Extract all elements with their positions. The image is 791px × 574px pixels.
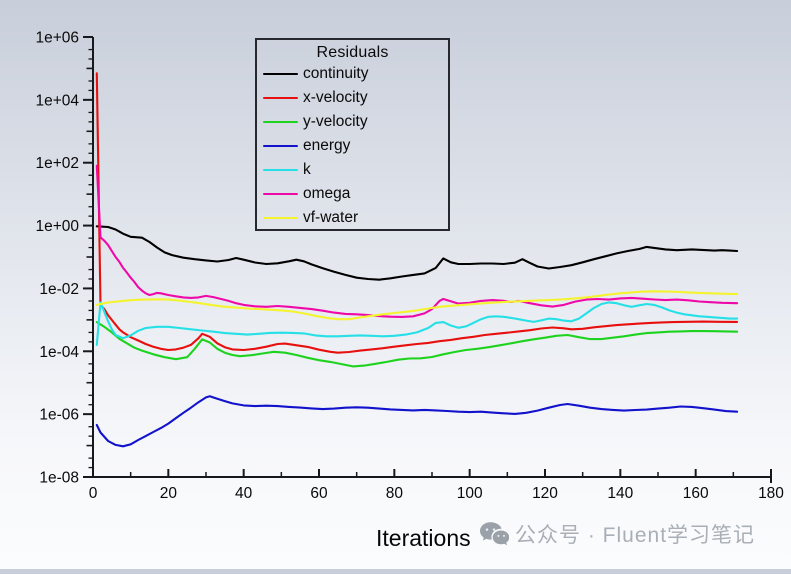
x-tick-label: 120 (532, 485, 558, 502)
x-tick-label: 100 (457, 485, 483, 502)
x-tick-label: 60 (310, 485, 328, 502)
legend-line-swatch (263, 192, 298, 196)
series-energy (95, 395, 739, 448)
x-tick-label: 180 (758, 485, 784, 502)
series-vf-water (95, 290, 739, 321)
legend-entry-continuity: continuity (257, 62, 448, 86)
watermark: 公众号 · Fluent学习笔记 (479, 519, 755, 549)
legend-entries: continuity x-velocity y-velocity energy k ome… (257, 62, 448, 230)
legend-box: Residuals continuity x-velocity y-velocity… (255, 38, 450, 231)
x-tick-label: 0 (89, 485, 98, 502)
y-tick-label: 1e-08 (39, 470, 79, 487)
x-tick-label: 40 (235, 485, 253, 502)
legend-label: x-velocity (303, 89, 368, 107)
legend-label: k (303, 161, 311, 179)
legend-label: energy (303, 137, 351, 155)
y-tick-label: 1e+00 (35, 218, 79, 235)
legend-label: y-velocity (303, 113, 368, 131)
legend-label: omega (303, 185, 351, 203)
legend-title: Residuals (316, 44, 389, 61)
y-tick-label: 1e+02 (35, 155, 79, 172)
legend-line-swatch (263, 72, 298, 76)
x-tick-label: 20 (160, 485, 178, 502)
series-y-velocity (95, 321, 739, 368)
legend-entry-y-velocity: y-velocity (257, 110, 448, 134)
legend-line-swatch (263, 120, 298, 124)
y-tick-label: 1e+04 (35, 92, 79, 109)
legend-label: continuity (303, 65, 369, 83)
x-tick-label: 140 (607, 485, 633, 502)
series-x-velocity (95, 72, 739, 354)
legend-entry-k: k (257, 158, 448, 182)
series-continuity (95, 225, 739, 281)
x-tick-label: 80 (386, 485, 404, 502)
y-tick-label: 1e+06 (35, 30, 79, 47)
legend-line-swatch (263, 144, 298, 148)
legend-label: vf-water (303, 209, 359, 227)
watermark-text: 公众号 · Fluent学习笔记 (515, 524, 756, 547)
y-tick-label: 1e-06 (39, 407, 79, 424)
legend-line-swatch (263, 96, 298, 100)
legend-line-swatch (263, 216, 298, 220)
series-omega (95, 164, 739, 318)
legend-line-swatch (263, 168, 298, 172)
legend-entry-omega: omega (257, 182, 448, 206)
y-tick-label: 1e-04 (39, 344, 79, 361)
x-tick-label: 160 (683, 485, 709, 502)
legend-entry-x-velocity: x-velocity (257, 86, 448, 110)
series-k (95, 301, 739, 346)
legend-entry-energy: energy (257, 134, 448, 158)
legend-entry-vf-water: vf-water (257, 206, 448, 230)
wechat-icon (479, 521, 510, 548)
x-axis-title: Iterations (376, 525, 471, 551)
y-tick-label: 1e-02 (39, 281, 79, 298)
